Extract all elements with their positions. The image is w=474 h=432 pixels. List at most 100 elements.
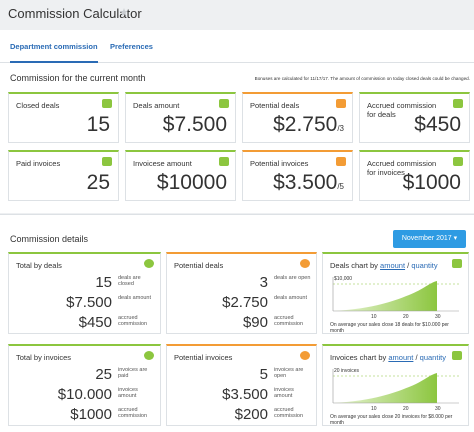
- chart-panel: Invoices chart by amount / quantity 20 i…: [322, 344, 469, 426]
- panel-value: $2.750: [222, 294, 268, 311]
- chart-title: Invoices chart by amount / quantity: [330, 353, 446, 362]
- x-label: 10: [371, 314, 377, 320]
- x-label: 30: [435, 314, 441, 320]
- stat-value-wrap: 15: [87, 113, 110, 137]
- panel-icon: [144, 351, 154, 360]
- panel-value-label: accrued commission: [274, 315, 304, 327]
- detail-panel: Total by deals 15 deals are closed $7.500 de…: [8, 252, 161, 334]
- panel-value-label: deals are closed: [118, 275, 141, 287]
- chart-title: Deals chart by amount / quantity: [330, 261, 438, 270]
- stat-value: $10000: [156, 171, 227, 194]
- stat-icon: [453, 157, 463, 166]
- stat-icon: [453, 99, 463, 108]
- panel-value-label: accrued commission: [118, 407, 148, 419]
- panel-value: 5: [259, 366, 268, 383]
- stat-value-wrap: $1000: [403, 171, 461, 195]
- panel-icon: [144, 259, 154, 268]
- panel-icon: [300, 351, 310, 360]
- stat-value: $1000: [402, 171, 461, 194]
- panel-value-label: deals amount: [274, 295, 308, 301]
- stat-card: Potential invoices $3.500/5: [242, 150, 353, 201]
- chart-link[interactable]: quantity: [411, 261, 438, 270]
- stat-icon: [102, 99, 112, 108]
- area: [333, 281, 437, 311]
- panel-value: $3.500: [222, 386, 268, 403]
- stat-value: $2.750: [273, 113, 338, 136]
- stat-value-wrap: $450: [414, 113, 461, 137]
- x-label: 10: [371, 406, 377, 412]
- panel-title: Total by deals: [16, 261, 62, 270]
- stat-value: 15: [86, 113, 110, 136]
- section-title: Commission for the current month: [10, 73, 146, 83]
- header: Commission Calculator: [0, 0, 474, 28]
- x-label: 30: [435, 406, 441, 412]
- panel-value-label: accrued commission: [274, 407, 304, 419]
- stat-card: Invoicese amount $10000: [125, 150, 236, 201]
- panel-value: 3: [259, 274, 268, 291]
- chart-note: On average your sales close 20 invoices …: [330, 414, 453, 426]
- note: Bonuses are calculated for 11/17/17. The…: [254, 76, 470, 81]
- star-icon[interactable]: [120, 8, 128, 16]
- area: [333, 373, 437, 403]
- x-label: 20: [403, 406, 409, 412]
- period: November 2017: [401, 235, 452, 242]
- panel-value-label: invoices are open: [274, 367, 304, 379]
- stat-value-wrap: $7.500: [163, 113, 227, 137]
- stat-label: Potential deals: [250, 101, 300, 110]
- stat-value: $450: [414, 113, 461, 136]
- stat-label: Closed deals: [16, 101, 60, 110]
- panel-value-label: invoices amount: [118, 387, 138, 399]
- panel-icon: [300, 259, 310, 268]
- chart-area: [332, 277, 459, 312]
- stat-value-wrap: $2.750/3: [273, 113, 344, 137]
- panel-value-label: invoices amount: [274, 387, 294, 399]
- tab-active[interactable]: Department commission: [10, 42, 98, 63]
- stat-card: Potential deals $2.750/3: [242, 92, 353, 143]
- stat-suffix: /5: [337, 182, 344, 191]
- stat-value-wrap: $3.500/5: [273, 171, 344, 195]
- stat-value-wrap: 25: [87, 171, 110, 195]
- chart-panel: Deals chart by amount / quantity $10,000…: [322, 252, 469, 334]
- chart-link-active[interactable]: amount: [380, 261, 406, 270]
- stat-card: Deals amount $7.500: [125, 92, 236, 143]
- panel-value: $200: [234, 406, 268, 423]
- stat-value-wrap: $10000: [157, 171, 227, 195]
- panel-value-label: deals amount: [118, 295, 152, 301]
- period-dropdown[interactable]: November 2017 ▾: [393, 230, 466, 248]
- panel-value: 15: [95, 274, 112, 291]
- stat-label: Invoicese amount: [133, 159, 192, 168]
- panel-icon: [452, 351, 462, 360]
- stat-card: Closed deals 15: [8, 92, 119, 143]
- panel-value: $90: [242, 314, 268, 331]
- stat-value: $3.500: [273, 171, 338, 194]
- x-label: 20: [403, 314, 409, 320]
- stat-value: $7.500: [162, 113, 227, 136]
- stat-card: Accrued commission for deals $450: [359, 92, 470, 143]
- section-title: Commission details: [10, 234, 89, 244]
- panel-value-label: accrued commission: [118, 315, 148, 327]
- detail-panel: Potential invoices 5 invoices are open $3.5…: [166, 344, 317, 426]
- stat-value: 25: [86, 171, 110, 194]
- chart-link[interactable]: quantity: [419, 353, 446, 362]
- stat-icon: [336, 157, 346, 166]
- stat-label: Accrued commission for invoices: [367, 159, 437, 177]
- stat-icon: [336, 99, 346, 108]
- panel-value: 25: [95, 366, 112, 383]
- chart-area: [332, 369, 459, 404]
- panel-value: $7.500: [66, 294, 112, 311]
- panel-value: $10.000: [57, 386, 112, 403]
- stat-icon: [102, 157, 112, 166]
- stat-label: Deals amount: [133, 101, 180, 110]
- panel-icon: [452, 259, 462, 268]
- stat-card: Accrued commission for invoices $1000: [359, 150, 470, 201]
- tab[interactable]: Preferences: [110, 42, 153, 51]
- chart-note: On average your sales close 18 deals for…: [330, 322, 449, 334]
- panel-title: Potential invoices: [174, 353, 233, 362]
- panel-title: Potential deals: [174, 261, 224, 270]
- tab-bar: Department commission Preferences: [0, 30, 474, 63]
- stat-icon: [219, 99, 229, 108]
- stat-suffix: /3: [337, 124, 344, 133]
- stat-icon: [219, 157, 229, 166]
- chart-link-active[interactable]: amount: [388, 353, 414, 362]
